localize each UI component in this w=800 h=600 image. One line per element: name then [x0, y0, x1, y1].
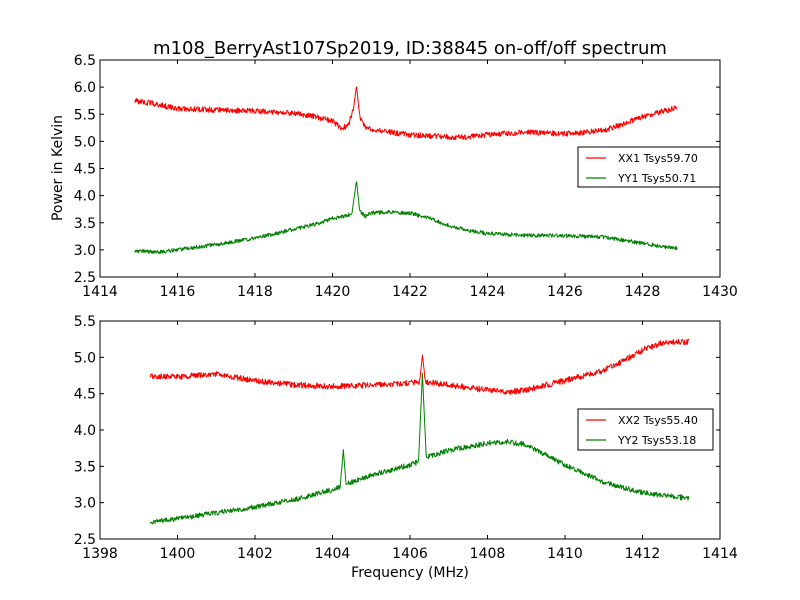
x-tick-label: 1420 [315, 284, 351, 300]
x-tick-label: 1430 [702, 284, 738, 300]
y-tick-label: 3.0 [74, 243, 96, 259]
legend-entry: YY1 Tsys50.71 [617, 172, 696, 185]
x-tick-label: 1418 [237, 284, 273, 300]
x-tick-label: 1414 [82, 284, 118, 300]
y-tick-label: 4.5 [74, 387, 96, 403]
x-tick-label: 1404 [315, 546, 351, 562]
chart-title: m108_BerryAst107Sp2019, ID:38845 on-off/… [153, 38, 667, 59]
x-tick-label: 1400 [160, 546, 196, 562]
x-tick-label: 1402 [237, 546, 273, 562]
y-axis-label: Power in Kelvin [50, 115, 66, 221]
x-tick-label: 1412 [625, 546, 661, 562]
legend: XX1 Tsys59.70 YY1 Tsys50.71 [578, 147, 720, 187]
x-tick-label: 1406 [392, 546, 428, 562]
legend: XX2 Tsys55.40 YY2 Tsys53.18 [578, 409, 713, 450]
y-tick-label: 6.5 [74, 53, 96, 69]
y-tick-label: 6.0 [74, 80, 96, 96]
x-tick-label: 1428 [625, 284, 661, 300]
x-tick-label: 1422 [392, 284, 428, 300]
y-tick-label: 5.5 [74, 107, 96, 123]
x-tick-label: 1424 [470, 284, 506, 300]
x-tick-label: 1410 [547, 546, 583, 562]
x-tick-label: 1416 [160, 284, 196, 300]
y-tick-label: 4.5 [74, 162, 96, 178]
y-tick-label: 5.0 [74, 350, 96, 366]
y-tick-label: 4.0 [74, 189, 96, 205]
x-tick-label: 1408 [470, 546, 506, 562]
y-tick-label: 3.0 [74, 496, 96, 512]
y-tick-label: 5.5 [74, 314, 96, 330]
y-tick-label: 2.5 [74, 532, 96, 548]
legend-entry: YY2 Tsys53.18 [617, 434, 696, 447]
y-tick-label: 3.5 [74, 459, 96, 475]
x-tick-label: 1426 [547, 284, 583, 300]
legend-entry: XX2 Tsys55.40 [618, 414, 698, 427]
x-tick-label: 1414 [702, 546, 738, 562]
y-tick-label: 5.0 [74, 134, 96, 150]
x-axis-label: Frequency (MHz) [351, 565, 469, 581]
y-tick-label: 4.0 [74, 423, 96, 439]
y-tick-label: 2.5 [74, 270, 96, 286]
y-tick-label: 3.5 [74, 216, 96, 232]
legend-entry: XX1 Tsys59.70 [618, 152, 698, 165]
x-tick-label: 1398 [82, 546, 118, 562]
